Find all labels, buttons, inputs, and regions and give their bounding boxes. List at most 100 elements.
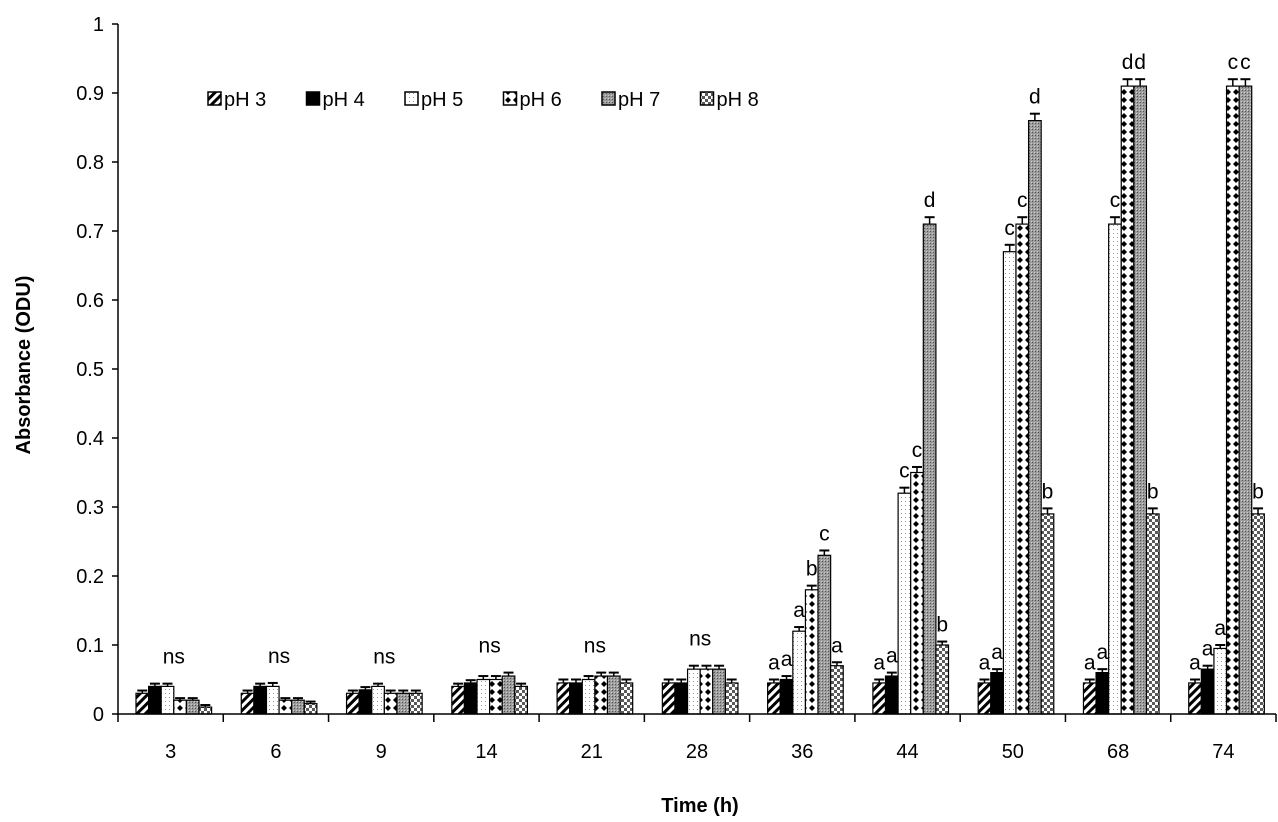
x-axis-ticks: 3 6 9 14 21 28 36 44 50 68 74 (117, 714, 1277, 763)
bar-ph3-6h (240, 692, 255, 715)
significance-label: d (924, 189, 936, 212)
legend-swatch (699, 91, 715, 106)
significance-label: b (936, 614, 948, 637)
bar-ph5-9h (371, 685, 385, 715)
bar-ph5-50h (1002, 251, 1017, 715)
bar-ph5-36h (792, 630, 807, 715)
bar-ph7-50h (1027, 119, 1042, 715)
significance-label: a (1084, 652, 1096, 675)
legend-swatch (305, 91, 321, 106)
legend: pH 3 pH 4 pH 5 pH 6 pH 7 pH 8 (207, 89, 759, 111)
x-tick-label: 44 (896, 741, 918, 763)
bar-ph6-9h (383, 692, 398, 715)
significance-label: c (1004, 217, 1015, 240)
bar-ph7-14h (501, 675, 516, 715)
bar-ph3-3h (135, 692, 150, 715)
legend-label: pH 7 (618, 89, 660, 111)
bar-ph4-36h (779, 678, 794, 715)
bar-ph5-14h (476, 678, 491, 715)
x-tick-label: 21 (581, 741, 603, 763)
significance-label: c (1110, 189, 1121, 212)
y-tick-label: 0.2 (76, 566, 104, 588)
significance-label: a (979, 652, 991, 675)
bar-ph7-36h (817, 554, 832, 715)
significance-label: a (991, 641, 1003, 664)
legend-swatch (207, 91, 222, 106)
y-tick-label: 0.1 (76, 635, 104, 657)
y-axis-title: Absorbance (ODU) (13, 276, 35, 455)
legend-label: pH 5 (421, 89, 463, 111)
significance-label: c (899, 460, 910, 483)
bar-ph4-28h (674, 682, 689, 715)
bar-ph8-36h (830, 665, 844, 715)
significance-label: b (1147, 480, 1159, 503)
legend-swatch (601, 91, 616, 106)
significance-label: a (793, 599, 805, 622)
bar-ph6-3h (173, 699, 188, 715)
y-tick-label: 0.7 (76, 221, 104, 243)
bar-ph5-3h (160, 685, 175, 715)
y-tick-label: 0.4 (76, 428, 104, 450)
bars (135, 85, 1265, 715)
bar-ph5-68h (1108, 223, 1122, 715)
bar-ph3-74h (1188, 682, 1202, 715)
bar-ph3-21h (556, 682, 571, 715)
significance-label: a (873, 652, 885, 675)
error-bars (137, 78, 1264, 708)
significance-label: b (1252, 480, 1264, 503)
bar-ph7-6h (291, 699, 305, 715)
bar-ph7-28h (712, 668, 726, 715)
y-tick-label: 0.9 (76, 83, 104, 105)
bar-ph7-3h (185, 699, 200, 715)
bar-ph7-21h (606, 675, 621, 715)
y-axis-ticks: 0 0.1 0.2 0.3 0.4 0.5 0.6 0.7 0.8 0.9 1 (76, 14, 118, 726)
bar-ph4-14h (463, 682, 478, 715)
legend-label: pH 4 (323, 89, 365, 111)
x-tick-label: 28 (686, 741, 708, 763)
bar-ph6-36h (804, 589, 819, 715)
legend-swatch (502, 91, 518, 106)
bar-ph5-44h (897, 492, 912, 715)
y-tick-label: 0.5 (76, 359, 104, 381)
significance-label: a (768, 652, 780, 675)
x-axis-title: Time (h) (661, 795, 738, 817)
significance-label: c (1228, 51, 1239, 74)
bar-ph8-14h (514, 685, 529, 715)
significance-label: ns (479, 635, 501, 658)
significance-label: a (1097, 641, 1109, 664)
bar-ph8-68h (1145, 513, 1160, 715)
bar-ph7-68h (1133, 85, 1148, 715)
significance-label: d (1122, 51, 1134, 74)
legend-swatch (404, 91, 419, 106)
significance-label: d (1029, 86, 1041, 109)
x-tick-label: 68 (1107, 741, 1129, 763)
bar-ph4-74h (1200, 668, 1215, 715)
significance-label: a (781, 648, 793, 671)
bar-ph6-6h (278, 699, 293, 715)
legend-label: pH 8 (717, 89, 759, 111)
y-tick-label: 1 (93, 14, 104, 36)
significance-label: ns (268, 645, 290, 668)
bar-ph3-44h (872, 682, 887, 715)
bar-ph5-74h (1213, 647, 1228, 715)
bar-ph5-28h (686, 668, 701, 715)
bar-ph7-9h (396, 692, 411, 715)
bar-ph7-74h (1238, 85, 1253, 715)
bar-ph4-68h (1095, 671, 1110, 715)
bar-ph3-9h (345, 692, 360, 715)
bar-ph3-36h (767, 682, 781, 715)
significance-label: d (1134, 51, 1146, 74)
legend-label: pH 6 (520, 89, 562, 111)
bar-ph3-14h (451, 685, 466, 715)
bar-ph4-9h (358, 689, 373, 715)
x-tick-label: 74 (1212, 741, 1234, 763)
x-tick-label: 50 (1002, 741, 1024, 763)
y-tick-label: 0.8 (76, 152, 104, 174)
bar-ph6-28h (699, 668, 714, 715)
bar-ph4-50h (990, 671, 1004, 715)
bar-ph3-28h (661, 682, 676, 715)
bar-ph4-3h (148, 685, 162, 715)
bar-ph8-21h (619, 682, 634, 715)
significance-label: c (1240, 51, 1251, 74)
